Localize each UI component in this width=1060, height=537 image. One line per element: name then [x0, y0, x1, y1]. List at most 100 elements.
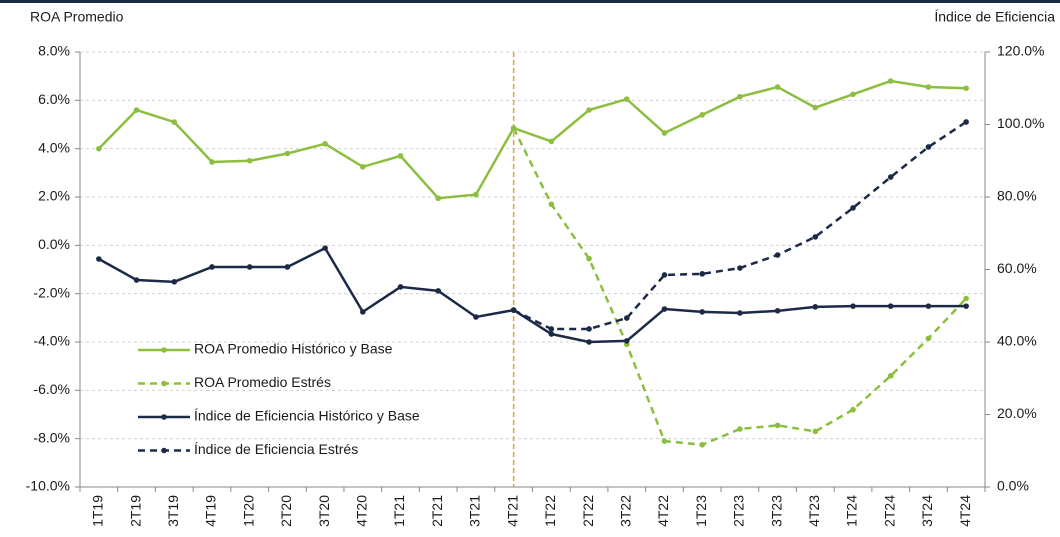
point [586, 339, 592, 345]
point [133, 277, 140, 283]
y-tick-label: -8.0% [33, 429, 70, 445]
point [548, 331, 555, 337]
point [737, 265, 743, 271]
point [925, 144, 932, 150]
y2-tick-label: 40.0% [997, 333, 1037, 349]
x-tick-label: 3T24 [919, 495, 935, 527]
point [96, 256, 102, 262]
legend-label: ROA Promedio Estrés [194, 374, 331, 390]
x-tick-label: 4T21 [504, 495, 520, 527]
point [850, 303, 856, 309]
point [963, 303, 969, 309]
y-tick-label: 6.0% [38, 91, 70, 107]
top-border [0, 0, 1060, 3]
series-line [98, 246, 967, 344]
point [133, 107, 140, 113]
point [699, 112, 705, 118]
y-tick-label: 2.0% [38, 188, 70, 204]
point [284, 150, 291, 157]
y2-tick-label: 60.0% [997, 260, 1037, 276]
point [661, 272, 668, 278]
point [510, 307, 517, 313]
x-tick-label: 4T22 [655, 495, 671, 527]
y2-tick-label: 20.0% [997, 405, 1037, 421]
point [812, 104, 819, 111]
point [925, 303, 932, 309]
point [699, 271, 705, 277]
point [925, 84, 932, 90]
point [963, 85, 969, 92]
point [586, 107, 592, 113]
point [925, 335, 932, 342]
x-tick-label: 3T20 [316, 495, 332, 527]
point [850, 406, 856, 413]
point [812, 428, 819, 435]
point [623, 96, 630, 102]
point [887, 373, 894, 379]
y-tick-label: -6.0% [33, 381, 70, 397]
legend-marker [161, 347, 167, 353]
x-tick-label: 2T23 [731, 495, 747, 527]
point [473, 191, 479, 198]
y-tick-label: -10.0% [26, 478, 70, 494]
point [887, 174, 894, 180]
legend-label: ROA Promedio Histórico y Base [194, 341, 393, 357]
point [548, 326, 555, 332]
x-tick-label: 2T24 [881, 495, 897, 527]
y-tick-label: 4.0% [38, 139, 70, 155]
x-tick-label: 4T19 [203, 495, 219, 527]
x-tick-label: 2T22 [580, 495, 596, 527]
point [774, 84, 781, 90]
point [322, 245, 328, 251]
x-tick-label: 4T24 [957, 495, 973, 527]
point [548, 201, 555, 208]
point [774, 252, 781, 258]
x-tick-label: 3T19 [165, 495, 181, 527]
point [661, 438, 668, 444]
series-line [512, 127, 968, 446]
y-axis-title: ROA Promedio [30, 9, 124, 25]
x-tick-label: 1T20 [240, 495, 256, 527]
point [887, 303, 894, 309]
point [699, 441, 705, 448]
point [171, 279, 178, 285]
y2-tick-label: 100.0% [997, 115, 1044, 131]
point [850, 205, 856, 211]
point [397, 284, 404, 290]
y-tick-label: 8.0% [38, 43, 70, 59]
legend-label: Índice de Eficiencia Estrés [194, 441, 358, 457]
point [737, 426, 743, 432]
x-tick-label: 1T19 [90, 495, 106, 527]
legend-marker [161, 447, 167, 454]
x-tick-label: 3T22 [617, 495, 633, 527]
legend-label: Índice de Eficiencia Histórico y Base [194, 408, 420, 424]
point [246, 264, 253, 270]
point [699, 309, 705, 315]
legend-marker [161, 414, 167, 420]
point [963, 295, 969, 302]
y-tick-label: -4.0% [33, 333, 70, 349]
y-tick-label: -2.0% [33, 284, 70, 300]
point [623, 338, 630, 344]
point [586, 326, 592, 332]
point [397, 153, 404, 159]
point [850, 91, 856, 98]
x-tick-label: 2T21 [429, 495, 445, 527]
x-tick-label: 3T21 [467, 495, 483, 527]
point [360, 163, 366, 170]
point [435, 195, 442, 202]
x-tick-label: 2T19 [127, 495, 143, 527]
point [284, 264, 291, 270]
y2-tick-label: 80.0% [997, 188, 1037, 204]
series-line [513, 120, 967, 331]
point [812, 304, 819, 310]
point [96, 145, 102, 152]
point [623, 315, 630, 321]
point [887, 78, 894, 84]
x-tick-label: 2T20 [278, 495, 294, 527]
x-tick-label: 3T23 [768, 495, 784, 527]
y2-tick-label: 120.0% [997, 43, 1044, 59]
series-line [97, 79, 967, 200]
